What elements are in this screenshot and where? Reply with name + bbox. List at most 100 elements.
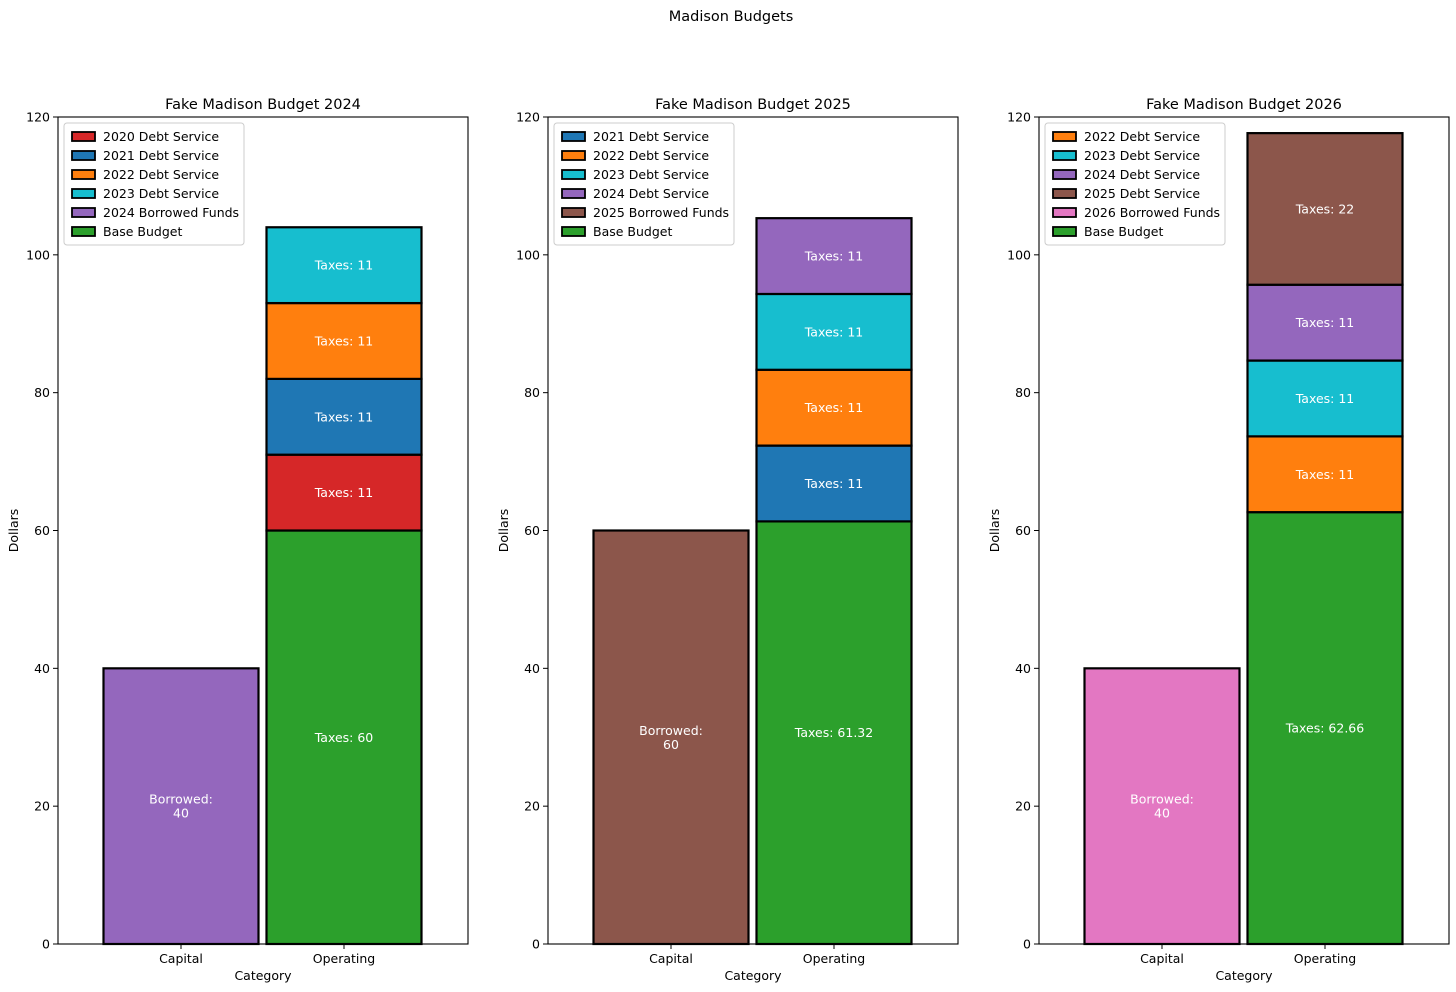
legend-swatch-2022-debt-service <box>561 150 586 161</box>
y-tick-label: 60 <box>1015 523 1031 538</box>
y-tick-label: 20 <box>524 799 540 814</box>
legend-box <box>553 122 735 246</box>
legend-item-base-budget: Base Budget <box>1084 224 1163 239</box>
x-tick-label: Operating <box>1294 951 1357 966</box>
data-label: 60 <box>663 737 679 752</box>
data-label: Taxes: 11 <box>804 400 864 415</box>
legend-item-2021-debt-service: 2021 Debt Service <box>103 148 219 163</box>
chart-title: Fake Madison Budget 2024 <box>165 97 361 113</box>
y-tick-label: 100 <box>26 247 50 262</box>
data-label: Borrowed: <box>639 723 703 738</box>
data-label: Borrowed: <box>149 792 213 807</box>
legend-item-2023-debt-service: 2023 Debt Service <box>1084 148 1200 163</box>
x-tick-label: Operating <box>803 951 866 966</box>
bar-segment-operating-2022-debt-service <box>265 301 423 380</box>
bar-segment-operating-2023-debt-service <box>265 226 423 305</box>
y-tick-label: 120 <box>1007 110 1031 125</box>
chart-panel-1: Fake Madison Budget 2024Borrowed:40Taxes… <box>6 97 469 983</box>
data-label: Taxes: 11 <box>1295 467 1355 482</box>
y-axis-label: Dollars <box>987 509 1002 553</box>
legend-item-2025-debt-service: 2025 Debt Service <box>1084 186 1200 201</box>
y-tick-label: 0 <box>42 937 50 952</box>
data-label: Taxes: 22 <box>1295 201 1355 216</box>
data-label: Taxes: 60 <box>314 730 374 745</box>
legend-swatch-2024-borrowed-funds <box>71 207 96 218</box>
y-tick-label: 40 <box>1015 661 1031 676</box>
y-axis-label: Dollars <box>496 509 511 553</box>
charts-container: Fake Madison Budget 2024Borrowed:40Taxes… <box>6 97 1450 983</box>
x-axis-label: Category <box>1215 968 1273 983</box>
bar-segment-capital-2024-borrowed-funds <box>102 667 260 946</box>
chart-panel-3: Fake Madison Budget 2026Borrowed:40Taxes… <box>987 97 1450 983</box>
legend-swatch-base-budget <box>561 226 586 237</box>
legend-item-2021-debt-service: 2021 Debt Service <box>593 129 709 144</box>
bar-segment-operating-2021-debt-service <box>755 444 913 523</box>
data-label: 40 <box>1154 806 1170 821</box>
y-tick-label: 80 <box>34 385 50 400</box>
y-tick-label: 80 <box>524 385 540 400</box>
legend-swatch-2021-debt-service <box>71 150 96 161</box>
bar-segment-operating-2023-debt-service <box>755 292 913 371</box>
data-label: Taxes: 61.32 <box>794 725 873 740</box>
y-tick-label: 40 <box>34 661 50 676</box>
legend-item-2022-debt-service: 2022 Debt Service <box>103 167 219 182</box>
bar-segment-capital-2026-borrowed-funds <box>1083 667 1241 946</box>
chart-title: Fake Madison Budget 2025 <box>655 97 851 113</box>
legend-item-2023-debt-service: 2023 Debt Service <box>103 186 219 201</box>
y-axis-label: Dollars <box>6 509 21 553</box>
bar-segment-operating-2020-debt-service <box>265 453 423 532</box>
legend-item-2026-borrowed-funds: 2026 Borrowed Funds <box>1084 205 1220 220</box>
legend-item-base-budget: Base Budget <box>103 224 182 239</box>
data-label: Borrowed: <box>1130 792 1194 807</box>
legend-swatch-base-budget <box>1052 226 1077 237</box>
y-tick-label: 60 <box>34 523 50 538</box>
y-tick-label: 40 <box>524 661 540 676</box>
legend-swatch-2023-debt-service <box>71 188 96 199</box>
bar-segment-operating-2025-debt-service <box>1246 132 1404 286</box>
y-tick-label: 100 <box>1007 247 1031 262</box>
chart-title: Fake Madison Budget 2026 <box>1146 97 1342 113</box>
legend-swatch-2022-debt-service <box>1052 131 1077 142</box>
legend-item-2024-borrowed-funds: 2024 Borrowed Funds <box>103 205 239 220</box>
legend-item-2023-debt-service: 2023 Debt Service <box>593 167 709 182</box>
bar-segment-operating-2023-debt-service <box>1246 359 1404 438</box>
bar-segment-operating-2024-debt-service <box>755 217 913 296</box>
x-tick-label: Capital <box>159 951 203 966</box>
legend-swatch-2021-debt-service <box>561 131 586 142</box>
x-axis-label: Category <box>234 968 292 983</box>
bar-segment-operating-2022-debt-service <box>755 368 913 447</box>
data-label: Taxes: 11 <box>804 249 864 264</box>
x-tick-label: Capital <box>649 951 693 966</box>
bar-segment-operating-base-budget <box>755 520 913 946</box>
y-tick-label: 0 <box>1023 937 1031 952</box>
chart-panel-2: Fake Madison Budget 2025Borrowed:60Taxes… <box>496 97 959 983</box>
x-tick-label: Capital <box>1140 951 1184 966</box>
legend-item-2022-debt-service: 2022 Debt Service <box>1084 129 1200 144</box>
y-tick-label: 100 <box>516 247 540 262</box>
y-tick-label: 60 <box>524 523 540 538</box>
data-label: Taxes: 11 <box>804 324 864 339</box>
data-label: Taxes: 11 <box>1295 391 1355 406</box>
data-label: Taxes: 11 <box>314 485 374 500</box>
legend-swatch-2025-debt-service <box>1052 188 1077 199</box>
legend-swatch-2020-debt-service <box>71 131 96 142</box>
legend-item-2024-debt-service: 2024 Debt Service <box>593 186 709 201</box>
data-label: 40 <box>173 806 189 821</box>
y-tick-label: 80 <box>1015 385 1031 400</box>
data-label: Taxes: 11 <box>314 409 374 424</box>
y-tick-label: 20 <box>1015 799 1031 814</box>
data-label: Taxes: 11 <box>314 258 374 273</box>
bar-segment-operating-base-budget <box>265 529 423 946</box>
y-tick-label: 20 <box>34 799 50 814</box>
bar-segment-operating-2021-debt-service <box>265 377 423 456</box>
legend-item-2022-debt-service: 2022 Debt Service <box>593 148 709 163</box>
legend-swatch-2023-debt-service <box>561 169 586 180</box>
bar-segment-operating-2022-debt-service <box>1246 435 1404 514</box>
legend-swatch-2023-debt-service <box>1052 150 1077 161</box>
data-label: Taxes: 62.66 <box>1285 721 1364 736</box>
y-tick-label: 120 <box>26 110 50 125</box>
legend-swatch-2024-debt-service <box>1052 169 1077 180</box>
x-tick-label: Operating <box>313 951 376 966</box>
legend-item-2024-debt-service: 2024 Debt Service <box>1084 167 1200 182</box>
